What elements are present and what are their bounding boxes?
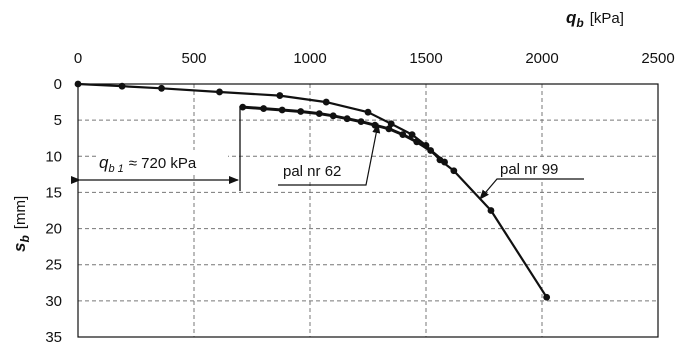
data-point (427, 147, 435, 154)
data-point (74, 80, 82, 88)
x-tick-label: 0 (74, 50, 82, 67)
data-point (216, 88, 223, 96)
y-tick-label: 30 (45, 293, 62, 310)
data-point (385, 125, 393, 133)
y-tick-label: 20 (45, 221, 62, 238)
y-tick-label: 15 (45, 184, 62, 201)
plot-frame (77, 83, 659, 338)
x-axis-unit: [kPa] (590, 10, 624, 27)
grid (78, 84, 658, 337)
label-pal-99: pal nr 99 (500, 161, 558, 178)
data-point (487, 207, 495, 214)
data-point (239, 103, 247, 111)
qb1-subscript: b 1 (108, 163, 123, 175)
qb1-label-bg (96, 150, 228, 174)
series-layer (74, 80, 551, 301)
data-point (158, 84, 165, 92)
data-point (441, 158, 448, 166)
x-tick-label: 500 (181, 50, 206, 67)
label-pal-62: pal nr 62 (283, 163, 341, 180)
data-point (408, 131, 416, 139)
data-point (297, 108, 305, 115)
x-tick-label: 2000 (525, 50, 558, 67)
data-point (387, 120, 395, 128)
y-tick-labels: 0 5 10 15 20 25 30 35 (45, 76, 62, 345)
y-tick-label: 35 (45, 329, 62, 345)
y-tick-label: 25 (45, 257, 62, 274)
x-axis-title: qb [kPa] (566, 8, 624, 30)
leader-pal-99 (479, 178, 584, 200)
x-tick-label: 2500 (641, 50, 674, 67)
series-pal-62 (239, 103, 448, 166)
data-point (364, 108, 372, 116)
data-point (322, 98, 330, 106)
series-line (77, 82, 548, 298)
x-tick-label: 1500 (409, 50, 442, 67)
data-point (276, 92, 284, 99)
label-62-bg (278, 160, 364, 182)
y-tick-label: 0 (54, 76, 62, 93)
data-point (343, 115, 351, 123)
data-point (357, 118, 365, 125)
y-axis-symbol: s (10, 243, 29, 252)
data-point (260, 105, 267, 112)
data-point (118, 82, 126, 90)
x-tick-labels: 0 500 1000 1500 2000 2500 (74, 50, 675, 67)
x-tick-label: 1000 (293, 50, 326, 67)
y-axis-title: sb [mm] (10, 196, 32, 252)
data-point (450, 167, 458, 175)
y-tick-label: 10 (45, 148, 62, 165)
data-point (278, 106, 286, 114)
y-axis-unit: [mm] (12, 196, 29, 229)
data-point (329, 112, 337, 120)
leader-pal-62 (278, 123, 381, 186)
x-axis-subscript: b (576, 16, 583, 30)
y-tick-label: 5 (54, 112, 62, 129)
qb1-value-text: ≈ 720 kPa (129, 155, 197, 172)
label-99-bg (496, 157, 580, 179)
data-point (543, 293, 551, 301)
x-axis-symbol: q (566, 8, 577, 27)
data-point (315, 110, 323, 118)
qb1-label: qb 1 ≈ 720 kPa (99, 153, 197, 175)
data-point (413, 138, 421, 146)
qb1-symbol: q (99, 153, 109, 172)
y-axis-subscript: b (18, 235, 32, 242)
data-point (399, 131, 407, 139)
series-pal-99 (74, 80, 551, 301)
